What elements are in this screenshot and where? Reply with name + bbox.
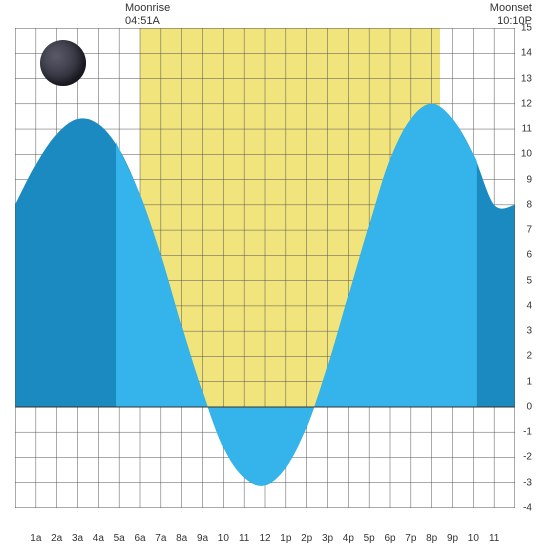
y-tick-label: 5 (526, 275, 532, 286)
y-tick-label: 2 (526, 351, 532, 362)
tide-chart-container: Moonrise 04:51A Moonset 10:10P 151413121… (0, 0, 550, 550)
y-tick-label: 12 (521, 98, 532, 109)
x-tick-label: 7a (155, 533, 166, 544)
y-tick-label: 13 (521, 73, 532, 84)
moonrise-label: Moonrise (125, 2, 170, 14)
x-tick-label: 11 (239, 533, 249, 544)
x-tick-label: 8p (426, 533, 437, 544)
x-tick-label: 8a (176, 533, 187, 544)
y-tick-label: 8 (526, 199, 532, 210)
chart-area (15, 28, 515, 508)
x-tick-label: 3p (322, 533, 333, 544)
moonset-label: Moonset (490, 2, 532, 14)
y-tick-label: 1 (526, 376, 532, 387)
x-tick-label: 2a (51, 533, 62, 544)
x-tick-label: 4a (93, 533, 104, 544)
y-tick-label: 9 (526, 174, 532, 185)
x-tick-label: 5a (114, 533, 125, 544)
x-tick-label: 10 (468, 533, 479, 544)
y-tick-label: 4 (526, 300, 532, 311)
x-tick-label: 7p (405, 533, 416, 544)
moon-phase-icon (40, 40, 86, 86)
y-tick-label: -2 (523, 452, 532, 463)
x-tick-label: 6p (384, 533, 395, 544)
y-tick-label: 7 (526, 225, 532, 236)
moonrise-header: Moonrise 04:51A (125, 2, 170, 28)
x-tick-label: 4p (343, 533, 354, 544)
y-tick-label: -4 (523, 503, 532, 514)
x-tick-label: 10 (218, 533, 229, 544)
y-tick-label: 6 (526, 250, 532, 261)
chart-svg (15, 28, 515, 508)
y-tick-label: 0 (526, 401, 532, 412)
x-tick-label: 11 (489, 533, 499, 544)
x-tick-label: 9a (197, 533, 208, 544)
y-tick-label: 11 (522, 124, 532, 135)
moonrise-time: 04:51A (125, 15, 160, 27)
y-tick-label: -3 (523, 477, 532, 488)
y-tick-label: -1 (523, 427, 532, 438)
x-tick-label: 1p (280, 533, 291, 544)
x-tick-label: 2p (301, 533, 312, 544)
y-tick-label: 14 (521, 48, 532, 59)
x-tick-label: 6a (134, 533, 145, 544)
x-tick-label: 9p (447, 533, 458, 544)
y-tick-label: 10 (521, 149, 532, 160)
x-tick-label: 5p (364, 533, 375, 544)
y-tick-label: 15 (521, 23, 532, 34)
y-tick-label: 3 (526, 326, 532, 337)
x-tick-label: 12 (259, 533, 270, 544)
x-tick-label: 3a (72, 533, 83, 544)
x-tick-label: 1a (30, 533, 41, 544)
